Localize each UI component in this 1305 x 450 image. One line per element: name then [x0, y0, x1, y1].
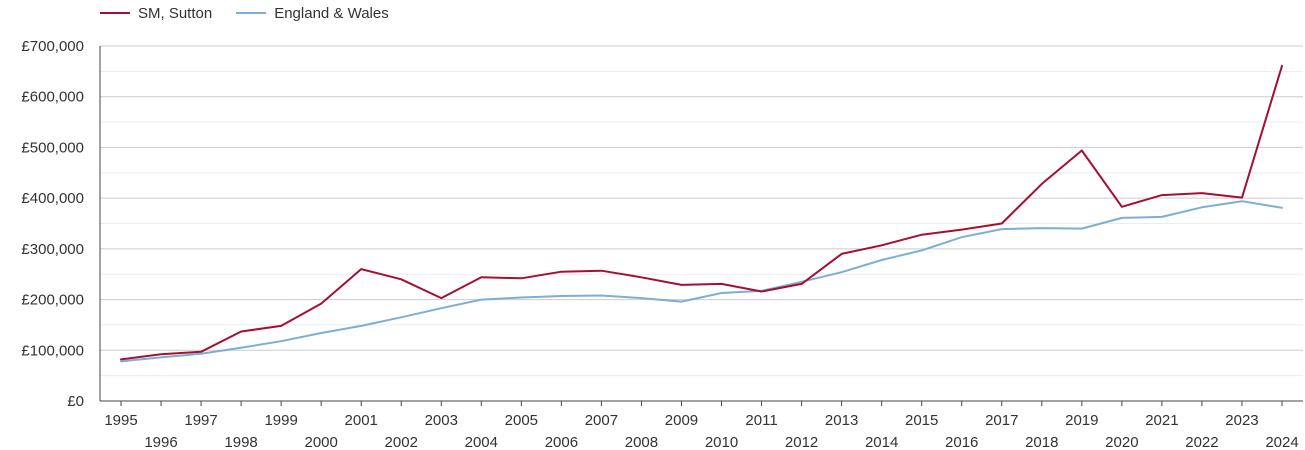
x-tick-label: 2005	[505, 412, 538, 429]
y-tick-label: £200,000	[21, 292, 84, 309]
x-tick-label: 2001	[345, 412, 378, 429]
x-tick-label: 2012	[785, 434, 818, 450]
y-tick-label: £600,000	[21, 89, 84, 106]
x-tick-label: 2013	[825, 412, 858, 429]
x-tick-label: 2016	[945, 434, 978, 450]
x-tick-label: 1995	[104, 412, 137, 429]
legend-swatch-england-wales	[236, 12, 267, 14]
x-tick-label: 2008	[625, 434, 658, 450]
legend-swatch-sutton	[100, 12, 130, 14]
x-tick-label: 2007	[585, 412, 618, 429]
x-tick-label: 1998	[224, 434, 257, 450]
y-tick-label: £300,000	[21, 241, 84, 258]
y-tick-label: £100,000	[21, 342, 84, 359]
legend-label-england-wales: England & Wales	[274, 4, 389, 22]
x-tick-label: 2004	[465, 434, 498, 450]
x-tick-label: 2023	[1225, 412, 1258, 429]
x-tick-label: 2010	[705, 434, 738, 450]
x-tick-label: 2019	[1065, 412, 1098, 429]
x-tick-label: 2022	[1185, 434, 1218, 450]
x-tick-label: 2021	[1145, 412, 1178, 429]
x-tick-label: 2003	[425, 412, 458, 429]
x-tick-label: 2011	[745, 412, 777, 429]
x-tick-label: 2014	[865, 434, 898, 450]
series-line-sm-sutton	[120, 64, 1283, 361]
y-tick-label: £400,000	[21, 190, 84, 207]
legend-item-england-wales[interactable]: England & Wales	[236, 5, 389, 22]
x-tick-label: 1997	[184, 412, 217, 429]
x-tick-label: 2009	[665, 412, 698, 429]
chart-legend: SM, Sutton England & Wales	[100, 3, 413, 23]
legend-item-sutton[interactable]: SM, Sutton	[100, 5, 212, 22]
x-tick-label: 2024	[1265, 434, 1298, 450]
legend-label-sutton: SM, Sutton	[138, 4, 213, 22]
y-tick-label: £500,000	[21, 139, 84, 156]
x-tick-label: 1996	[144, 434, 177, 450]
x-tick-label: 2018	[1025, 434, 1058, 450]
x-tick-label: 2020	[1105, 434, 1138, 450]
x-tick-label: 1999	[264, 412, 297, 429]
y-tick-label: £0	[67, 393, 84, 410]
x-tick-label: 2000	[304, 434, 337, 450]
x-tick-label: 2002	[385, 434, 418, 450]
series-line-england-wales	[120, 200, 1283, 363]
x-tick-label: 2017	[985, 412, 1018, 429]
x-tick-label: 2006	[545, 434, 578, 450]
y-tick-label: £700,000	[21, 38, 84, 55]
x-tick-label: 2015	[905, 412, 938, 429]
